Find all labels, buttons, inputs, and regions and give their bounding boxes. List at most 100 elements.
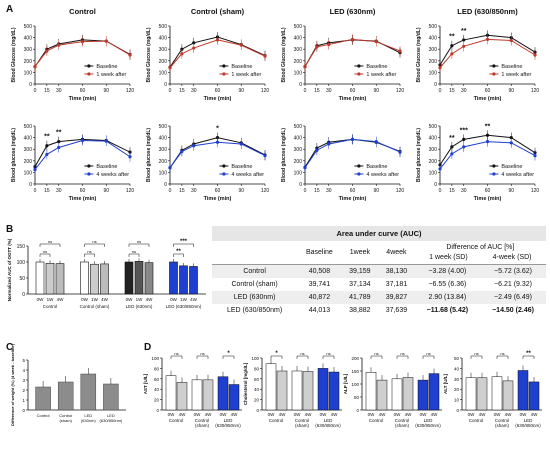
y-tick-label: 0: [456, 408, 459, 413]
x-tick-label: 90: [103, 88, 109, 94]
data-point: [180, 149, 184, 154]
x-tick-label: 90: [373, 88, 379, 94]
auc-diff-1week: −6.55 (6.36): [414, 278, 481, 291]
data-point: [398, 150, 402, 154]
x-tick-label: 120: [531, 188, 540, 194]
group-label: (630/850nm): [415, 423, 441, 428]
auc-header-4week: 4week: [378, 241, 415, 265]
auc-1week: 37,134: [341, 278, 379, 291]
y-tick-label: 100: [251, 356, 259, 361]
group-label: Control: [169, 418, 184, 423]
significance-marker: ns: [474, 351, 478, 356]
y-tick-label: 300: [429, 47, 438, 53]
y-axis-label: Blood glucose (mg/dL): [281, 128, 287, 182]
x-tick-label: 0W: [494, 412, 502, 417]
y-tick-label: 500: [159, 24, 168, 30]
legend-marker: [87, 172, 91, 176]
y-tick-label: 20: [454, 387, 460, 392]
auc-baseline: 40,872: [297, 291, 342, 304]
significance-bracket: [496, 355, 509, 359]
data-point: [45, 152, 49, 157]
y-tick-label: 400: [294, 36, 303, 42]
significance-marker: **: [449, 34, 455, 41]
bar: [228, 384, 240, 411]
y-tick-label: 200: [159, 59, 168, 65]
group-label: (630/850nm): [315, 423, 341, 428]
auc-row-control: Control 40,508 39,159 38,130 −3.28 (4.00…: [212, 264, 546, 278]
legend-marker: [222, 164, 226, 168]
line-chart-panel: LED (630nm) 0 100 200 300 400 500 0 15 30 60 90 120 T…: [281, 7, 404, 102]
significance-bracket: [39, 243, 61, 247]
data-point: [509, 38, 513, 43]
legend-label: Baseline: [231, 164, 252, 170]
y-tick-label: 5: [22, 358, 25, 363]
auc-row-control-sham: Control (sham) 39,741 37,134 37,181 −6.5…: [212, 278, 546, 291]
y-tick-label: 500: [159, 124, 168, 130]
y-tick-label: 400: [24, 36, 33, 42]
significance-marker: ns: [426, 351, 430, 356]
y-tick-label: 300: [24, 147, 33, 153]
significance-bracket: [422, 355, 435, 359]
bar: [402, 377, 414, 411]
y-tick-label: 400: [159, 136, 168, 142]
data-point: [438, 167, 442, 171]
x-tick-label: 4W: [431, 412, 439, 417]
significance-bracket: [296, 355, 309, 359]
x-tick-label: 0W: [320, 412, 328, 417]
x-tick-label: 120: [126, 188, 135, 194]
data-point: [450, 44, 454, 48]
x-tick-label: Control: [37, 413, 50, 418]
bar: [476, 377, 488, 411]
data-point: [485, 140, 490, 144]
x-tick-label: 1W: [180, 297, 188, 302]
x-tick-label: Control: [59, 413, 72, 418]
x-tick-label: 4W: [179, 412, 187, 417]
x-tick-label: 4W: [405, 412, 413, 417]
significance-marker: ns: [374, 351, 378, 356]
y-tick-label: 200: [294, 59, 303, 65]
x-tick-label: 4W: [190, 297, 198, 302]
x-tick-label: 30: [191, 188, 197, 194]
auc-header-baseline: Baseline: [297, 241, 342, 265]
bar: [391, 378, 403, 411]
y-tick-label: 400: [24, 136, 33, 142]
x-tick-label: 60: [215, 88, 221, 94]
y-axis-label: Blood Glucose (mg/dL): [281, 27, 287, 82]
auc-diff-4week: −6.21 (9.32): [480, 278, 546, 291]
x-tick-label: 4W: [146, 297, 154, 302]
data-point: [128, 155, 132, 159]
y-tick-label: 300: [294, 47, 303, 53]
x-tick-label: 30: [461, 188, 467, 194]
significance-marker: *: [275, 351, 278, 357]
auc-row-name: Control (sham): [212, 278, 298, 291]
y-tick-label: 300: [429, 147, 438, 153]
x-tick-label: 4W: [57, 297, 65, 302]
x-tick-label: 0: [439, 188, 442, 194]
data-point: [438, 66, 442, 70]
y-tick-label: 0: [299, 182, 302, 188]
series-line: [169, 36, 266, 68]
y-tick-label: 60: [254, 377, 260, 382]
significance-bracket: [84, 243, 105, 247]
y-tick-label: 500: [24, 24, 33, 30]
auc-diff-4week: −14.50 (2.46): [480, 304, 546, 317]
x-tick-label: 0W: [168, 412, 176, 417]
y-tick-label: 100: [351, 382, 359, 387]
line-chart-panel: Control (sham) 0 100 200 300 400 500 0 15 30 60 90 1…: [146, 7, 269, 102]
x-tick-label: (630/850nm): [100, 418, 123, 423]
auc-row-name: LED (630/850nm): [212, 304, 298, 317]
legend-label: Baseline: [501, 64, 522, 70]
series-line: [439, 38, 536, 69]
auc-1week: 38,882: [341, 304, 379, 317]
y-tick-label: 100: [151, 356, 159, 361]
significance-bracket: [39, 253, 51, 257]
x-tick-label: 15: [314, 88, 320, 94]
y-tick-label: 100: [17, 260, 26, 266]
x-tick-label: 1W: [91, 297, 99, 302]
y-tick-label: 0: [29, 82, 32, 88]
auc-diff-4week: −2.49 (6.49): [480, 291, 546, 304]
series-line: [34, 40, 131, 67]
significance-marker: ns: [87, 249, 91, 254]
